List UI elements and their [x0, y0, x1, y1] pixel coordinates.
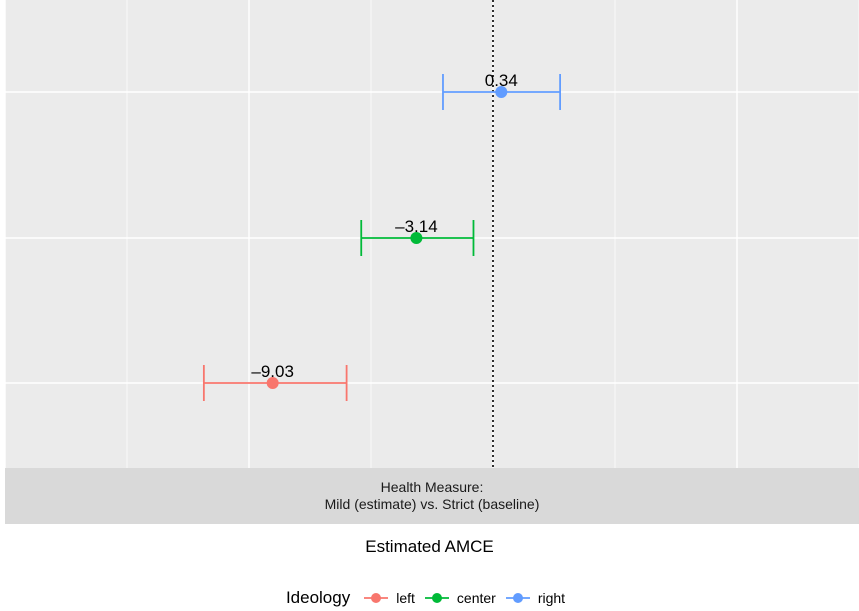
point-center — [410, 232, 423, 244]
panel-background — [5, 0, 859, 468]
legend-title: Ideology — [285, 588, 351, 607]
legend-label-left: left — [396, 590, 415, 606]
estimate-left: –9.03 — [202, 362, 348, 401]
estimate-right: 0.34 — [442, 71, 561, 110]
estimates: 0.34 –3.14 –9.03 — [202, 71, 561, 401]
grid-lines — [4, 0, 859, 468]
x-axis-label: Estimated AMCE — [365, 537, 494, 556]
facet-label-line2: Mild (estimate) vs. Strict (baseline) — [324, 496, 540, 512]
estimate-center: –3.14 — [360, 217, 475, 256]
facet-label-line1: Health Measure: — [380, 479, 484, 495]
plot-area: 0.34 –3.14 –9.03 — [4, 0, 859, 468]
legend-key-center — [424, 593, 449, 603]
data-label-left: –9.03 — [251, 362, 294, 381]
legend-key-left — [364, 593, 389, 603]
legend-item-center: center — [423, 587, 496, 609]
legend-item-left: left — [362, 587, 415, 609]
data-label-center: –3.14 — [395, 217, 438, 236]
data-label-right: 0.34 — [485, 71, 518, 90]
legend-key-right — [505, 593, 530, 603]
facet-strip: Health Measure: Mild (estimate) vs. Stri… — [5, 468, 859, 524]
legend-label-right: right — [537, 590, 566, 606]
legend-label-center: center — [456, 590, 496, 606]
legend: Ideology left center right — [0, 586, 859, 610]
point-left — [266, 377, 279, 389]
point-right — [495, 86, 508, 98]
legend-item-right: right — [504, 587, 565, 609]
